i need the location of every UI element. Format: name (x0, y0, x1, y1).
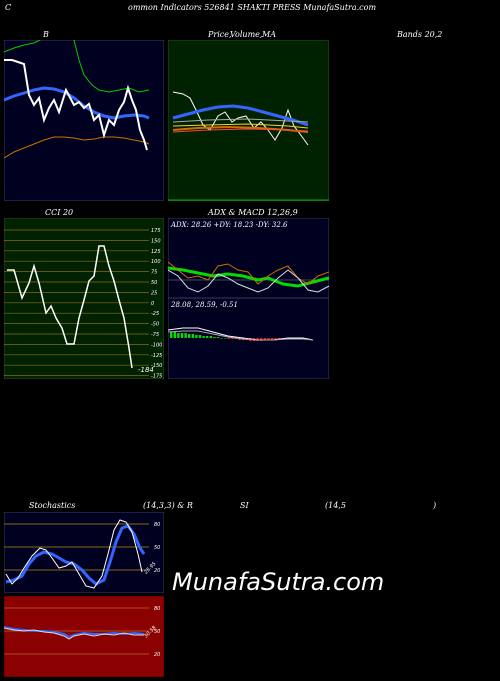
cci-tick-label: 125 (151, 249, 161, 255)
brand-watermark: MunafaSutra.com (172, 568, 385, 596)
cci-tick-label: -50 (151, 322, 159, 328)
macd-bar (224, 338, 227, 339)
macd-bar (173, 332, 176, 338)
macd-bar (191, 334, 194, 338)
adx-white-line (167, 269, 330, 293)
bb-label: B (43, 30, 49, 39)
cci-tick-label: 25 (151, 290, 157, 296)
stoch-k-line (5, 519, 143, 589)
adx-panel: ADX: 28.26 +DY: 18.23 -DY: 32.6 (167, 217, 330, 299)
ma-yellow-line (172, 123, 309, 129)
macd-bar (274, 338, 277, 340)
macd-chart: 28.08, 28.59, -0.51 (167, 297, 330, 380)
stoch-label: Stochastics (29, 501, 76, 510)
cci-tick-label: 50 (151, 280, 157, 286)
stoch-params-label: (14,3,3) & R (143, 501, 193, 510)
cci-tick-label: -75 (151, 332, 159, 338)
rsi-params-label: (14,5 (325, 501, 346, 510)
rsi-si-label: SI (240, 501, 249, 510)
macd-bar (195, 335, 198, 338)
cci-tick-label: 175 (151, 228, 161, 234)
rsi-close-label: ) (433, 501, 437, 510)
adx-green-line (167, 266, 330, 288)
ma-gray-line (172, 118, 309, 123)
macd-bar (184, 333, 187, 338)
macd-bar (213, 337, 216, 338)
rsi-panel: 80 50 20 30.58 (3, 595, 165, 678)
cci-tick-label: -175 (151, 374, 162, 379)
rsi-chart: 80 50 20 30.58 (3, 595, 165, 678)
macd-bar (220, 338, 223, 339)
chart-title: ommon Indicators 526841 SHAKTI PRESS Mun… (128, 3, 377, 12)
macd-bar (278, 338, 281, 339)
macd-bar (227, 338, 230, 339)
bb-upper-line (3, 35, 150, 93)
stoch-d-line (5, 524, 146, 586)
stoch-chart: 80 50 20 25.95 (3, 511, 165, 594)
macd-bar (188, 334, 191, 338)
macd-bar (180, 333, 184, 338)
macd-readout: 28.08, 28.59, -0.51 (170, 301, 238, 309)
bb-bands-label: Bands 20,2 (397, 30, 443, 39)
stoch-tick-80: 80 (154, 522, 160, 528)
rsi-bg (3, 595, 165, 678)
cci-tick-label: -25 (151, 311, 159, 317)
ma-chart (167, 39, 330, 202)
macd-bar (206, 336, 209, 338)
ma-panel (167, 39, 330, 202)
rsi-tick-20: 20 (154, 652, 160, 658)
cci-tick-label: -100 (151, 342, 162, 348)
macd-bar (170, 332, 173, 338)
macd-line (167, 327, 314, 341)
adx-orange-line (167, 261, 330, 285)
adx-chart: ADX: 28.26 +DY: 18.23 -DY: 32.6 (167, 217, 330, 299)
macd-bar (216, 337, 220, 338)
macd-bar (267, 338, 270, 340)
macd-bar (198, 335, 202, 338)
macd-bar (270, 338, 274, 340)
rsi-tick-50: 50 (154, 629, 160, 635)
cci-tick-label: 100 (151, 259, 161, 265)
bb-lower-line (3, 136, 150, 159)
rsi-tick-80: 80 (154, 606, 160, 612)
ma-red-line (172, 128, 309, 133)
macd-bar (263, 338, 266, 340)
macd-bar (209, 336, 212, 338)
adx-readout: ADX: 28.26 +DY: 18.23 -DY: 32.6 (170, 221, 288, 229)
macd-signal-line (167, 330, 314, 341)
cci-tick-label: -125 (151, 353, 162, 359)
stoch-tick-20: 20 (154, 568, 160, 574)
bollinger-bg (3, 39, 165, 202)
cci-panel: 175 150 125 100 75 50 25 0 -25 -50 -75 -100 -125 -150… (3, 217, 165, 380)
macd-bar (202, 336, 205, 338)
stoch-tick-50: 50 (154, 545, 160, 551)
macd-bar (177, 333, 180, 338)
cci-value-label: -184 (138, 366, 154, 374)
ma-label-ma: MA (262, 30, 276, 39)
rsi-white-line (3, 627, 144, 640)
cci-tick-label: -150 (151, 363, 162, 369)
cci-tick-label: 75 (151, 270, 157, 276)
cci-line (7, 245, 133, 369)
cci-label: CCI 20 (45, 208, 74, 217)
ma-blue-line (172, 104, 309, 127)
bollinger-panel (3, 35, 165, 202)
bollinger-chart (3, 35, 165, 202)
adx-label: ADX & MACD 12,26,9 (208, 208, 298, 217)
macd-bar (231, 338, 234, 339)
ma-label-price: Price, (208, 30, 232, 39)
bb-price-line (4, 59, 148, 151)
macd-panel: 28.08, 28.59, -0.51 (167, 297, 330, 380)
cci-tick-label: 0 (151, 301, 154, 307)
title-prefix: C (5, 3, 12, 12)
stoch-panel: 80 50 20 25.95 (3, 511, 165, 594)
cci-tick-label: 150 (151, 238, 161, 244)
ma-label-volume: Volume, (230, 30, 263, 39)
cci-chart: 175 150 125 100 75 50 25 0 -25 -50 -75 -100 -125 -150… (3, 217, 165, 380)
